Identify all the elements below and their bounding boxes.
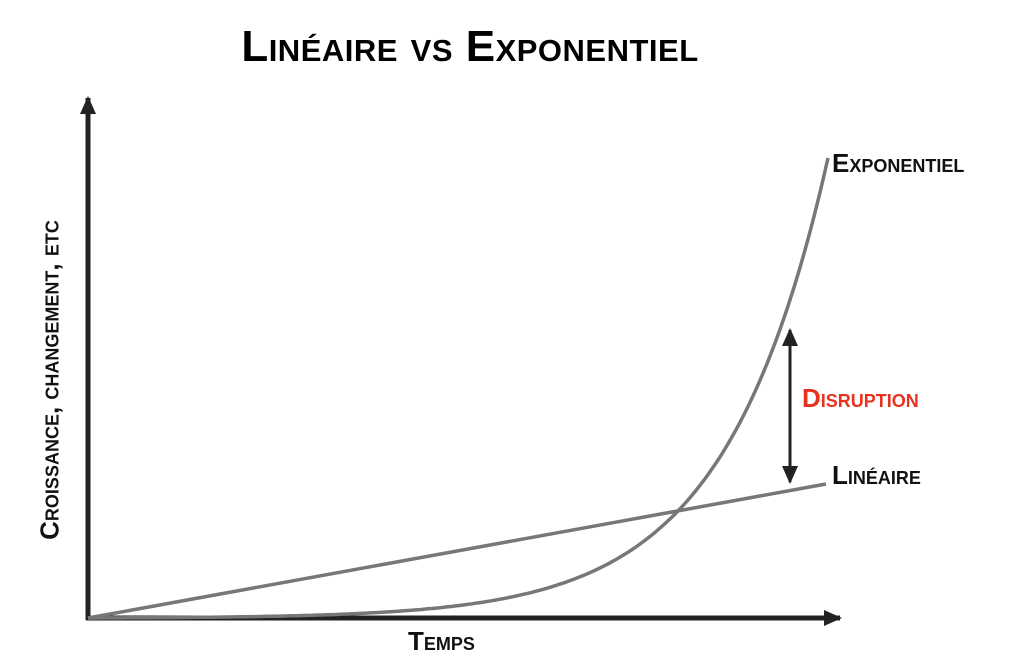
diagram-title: Linéaire vs Exponentiel [241,22,699,71]
x-axis-label: Temps [408,626,475,656]
linear-label: Linéaire [832,460,921,490]
disruption-label: Disruption [802,383,919,413]
y-axis-label: Croissance, changement, etc [34,220,65,540]
exponential-curve [88,157,830,620]
exponential-label: Exponentiel [832,148,965,178]
linear-curve [87,482,827,620]
